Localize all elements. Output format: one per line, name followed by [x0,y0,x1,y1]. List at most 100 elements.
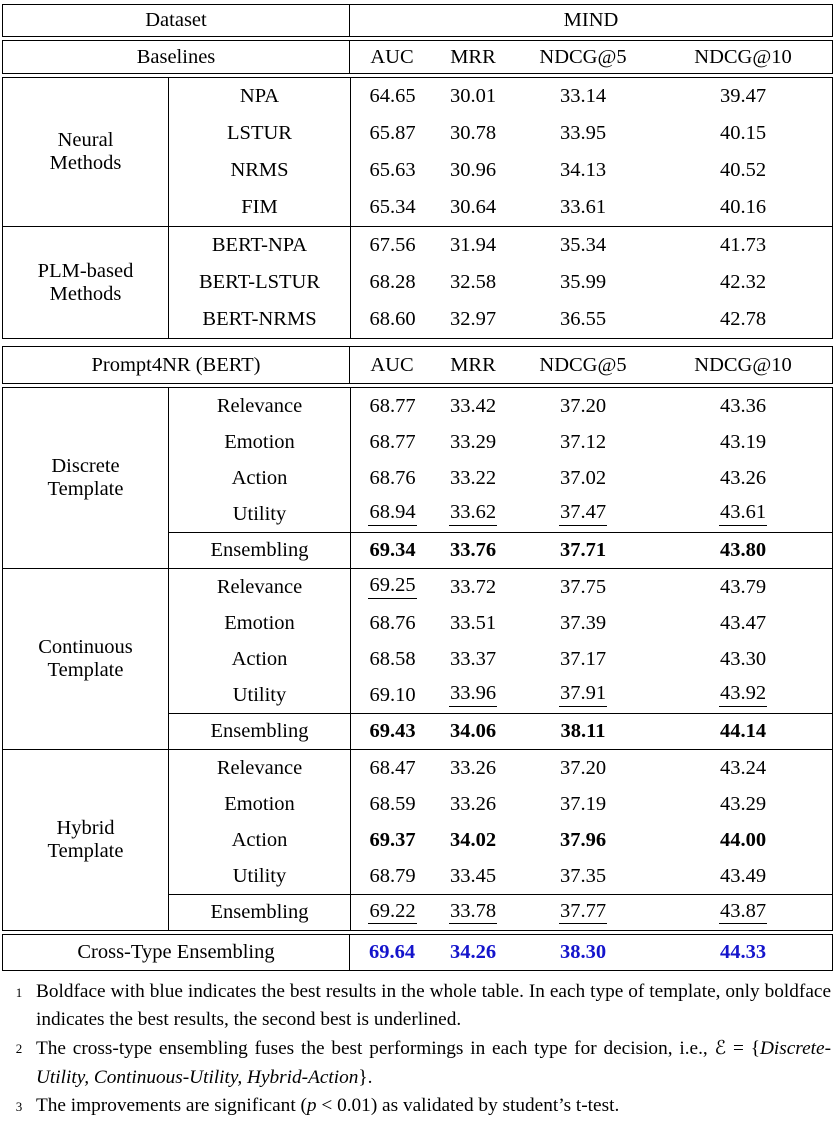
group-label-discrete: Discrete Template [3,388,169,568]
method-cell: Ensembling [210,901,309,923]
value-cell: 33.26 [449,756,497,779]
cross-type-ensembling-row: Cross-Type Ensembling 69.64 34.26 38.30 … [2,934,833,971]
method-cell: Utility [232,683,287,706]
value-cell-best: 34.26 [449,941,497,963]
value-underlined: 37.91 [558,683,608,707]
group-label-text: Continuous Template [38,636,133,681]
value-cell: 37.19 [559,792,607,815]
value-cell: 33.96 [434,677,512,713]
value-cell: 68.77 [350,424,434,460]
value-underlined: 43.92 [718,683,768,707]
templates-body: Discrete Template Relevance 68.77 33.42 … [2,387,833,931]
col-header-mrr: MRR [450,353,496,376]
value-cell: 37.77 [512,895,654,930]
value-cell: 69.34 [350,533,434,568]
value-cell: 34.06 [449,720,497,742]
col-header-ndcg10: NDCG@10 [694,45,792,68]
method-cell: Emotion [224,792,295,815]
value-cell: 30.01 [449,85,497,107]
value-cell: 33.62 [434,496,512,532]
table-row-utility: Utility 68.79 33.45 37.35 43.49 [169,858,832,894]
value-cell: 65.34 [350,189,434,226]
hybrid-template-group: Hybrid Template Relevance 68.47 33.26 37… [3,749,832,930]
table-row-nrms: NRMS 65.63 30.96 34.13 40.52 [169,152,832,189]
table-row-bert-nrms: BERT-NRMS 68.60 32.97 36.55 42.78 [169,301,832,338]
value-underlined: 43.61 [718,502,768,526]
table-row-fim: FIM 65.34 30.64 33.61 40.16 [169,189,832,226]
value-cell: 42.78 [719,308,767,330]
group-label-hybrid: Hybrid Template [3,750,169,930]
value-cell: 43.61 [654,496,832,532]
value-cell: 37.35 [559,864,607,887]
method-cell: Action [231,647,288,670]
discrete-template-group: Discrete Template Relevance 68.77 33.42 … [3,388,832,568]
group-rows: Relevance 69.25 33.72 37.75 43.79 Emotio… [169,569,832,749]
col-header-auc: AUC [370,353,414,376]
value-cell-best: 38.30 [559,941,607,963]
col-header-mrr: MRR [450,45,496,68]
value-cell: 68.94 [350,496,434,532]
value-cell: 43.29 [719,792,767,815]
value-cell: 68.76 [350,460,434,496]
value-cell: 43.92 [654,677,832,713]
value-cell-best: 69.64 [368,941,416,963]
value-cell: 69.10 [350,677,434,713]
value-underlined: 68.94 [368,502,417,526]
value-cell: 43.26 [719,466,767,489]
col-header-ndcg5: NDCG@5 [539,353,627,376]
group-rows: BERT-NPA 67.56 31.94 35.34 41.73 BERT-LS… [169,227,832,338]
col-header-ndcg10: NDCG@10 [694,353,792,376]
table-row-emotion: Emotion 68.59 33.26 37.19 43.29 [169,786,832,822]
value-cell: 37.20 [559,394,607,417]
value-cell: 38.11 [560,720,606,742]
value-cell: 69.43 [350,714,434,749]
footnote-3: 3 The improvements are significant (p < … [2,1092,831,1120]
group-rows: NPA 64.65 30.01 33.14 39.47 LSTUR 65.87 … [169,78,832,226]
value-cell: 37.39 [559,611,607,634]
value-cell: 65.87 [350,115,434,152]
footnote-set-italic: Discrete-Utility, Continuous-Utility, Hy… [36,1038,831,1088]
plm-methods-group: PLM-based Methods BERT-NPA 67.56 31.94 3… [3,226,832,338]
value-cell: 43.36 [719,394,767,417]
footnote-text: Boldface with blue indicates the best re… [36,981,831,1031]
footnote-marker: 2 [15,1041,23,1057]
dataset-header-row: Dataset MIND [2,4,833,37]
baselines-body: Neural Methods NPA 64.65 30.01 33.14 39.… [2,77,833,339]
value-cell: 67.56 [350,227,434,264]
table-row-emotion: Emotion 68.76 33.51 37.39 43.47 [169,605,832,641]
value-cell: 34.02 [449,828,497,851]
value-cell: 37.20 [559,756,607,779]
table-row-relevance: Relevance 68.47 33.26 37.20 43.24 [169,750,832,786]
method-cell: Action [231,828,288,851]
value-cell: 43.79 [719,575,767,598]
value-cell: 33.72 [449,575,497,598]
value-cell: 33.29 [449,430,497,453]
group-label-text: Discrete Template [47,455,124,500]
value-cell: 35.99 [559,271,607,293]
script-e-symbol: ℰ [714,1036,727,1060]
value-underlined: 37.77 [558,900,608,925]
value-cell: 33.14 [559,85,607,107]
table-row-lstur: LSTUR 65.87 30.78 33.95 40.15 [169,115,832,152]
value-cell: 37.17 [559,647,607,670]
group-rows: Relevance 68.77 33.42 37.20 43.36 Emotio… [169,388,832,568]
group-rows: Relevance 68.47 33.26 37.20 43.24 Emotio… [169,750,832,930]
group-label-text: Hybrid Template [47,817,124,862]
prompt4nr-label: Prompt4NR (BERT) [3,347,350,383]
cross-type-label: Cross-Type Ensembling [3,935,350,970]
value-cell: 43.24 [719,756,767,779]
value-cell: 33.61 [559,196,607,218]
table-row-action: Action 68.58 33.37 37.17 43.30 [169,641,832,677]
value-cell: 40.52 [719,159,767,181]
value-cell: 31.94 [449,234,497,256]
method-cell: BERT-NPA [211,234,308,256]
table-row-action: Action 69.37 34.02 37.96 44.00 [169,822,832,858]
method-cell: Utility [232,864,287,887]
group-label-neural: Neural Methods [3,78,169,226]
value-cell: 37.91 [512,677,654,713]
value-cell: 68.47 [350,750,434,786]
value-cell: 34.13 [559,159,607,181]
value-cell: 33.45 [449,864,497,887]
footnote-text: The cross-type ensembling fuses the best… [36,1034,831,1091]
footnote-marker: 1 [15,985,23,1000]
